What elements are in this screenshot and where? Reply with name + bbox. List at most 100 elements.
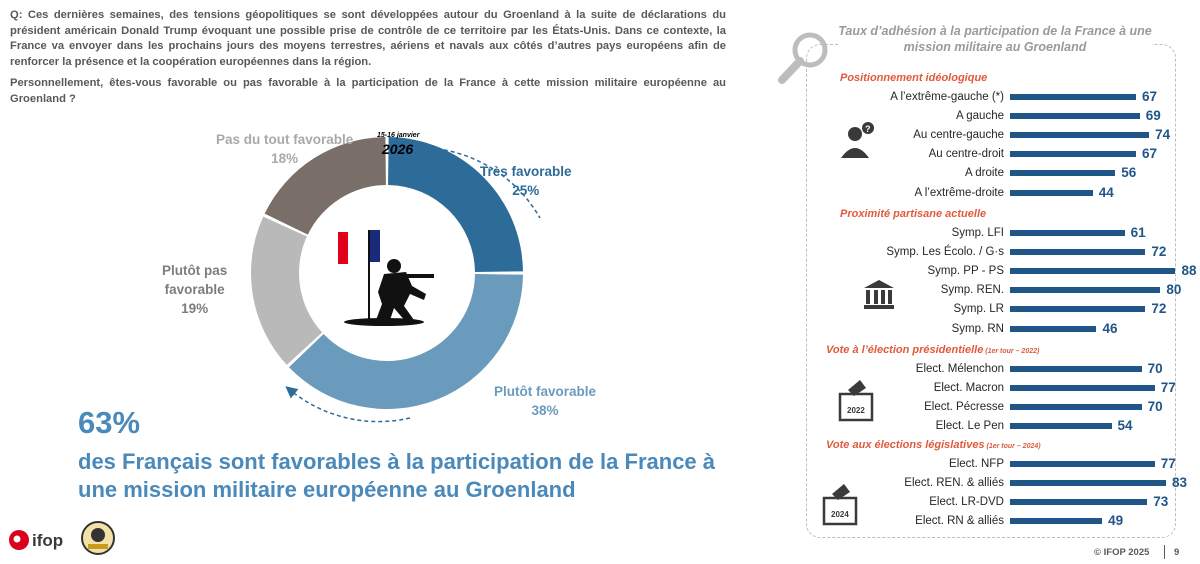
bar-value-label: 67 [1141,89,1157,104]
date-big: 2026 [382,141,414,157]
bar [1010,306,1146,313]
ifop-logo-text: ifop [32,531,63,550]
bar-label: Elect. Mélenchon [915,363,1004,375]
bar-value-label: 61 [1130,225,1146,240]
slice-pas-du-tout-favorable [264,137,386,235]
headline-percent: 63% [78,405,141,440]
bar-label: Elect. Le Pen [935,420,1004,433]
bar [1010,230,1125,236]
slice-plutot-favorable [288,274,523,410]
bar-value-label: 56 [1121,165,1137,181]
bar [1010,113,1140,120]
section-title: Proximité partisane actuelle [840,208,986,220]
bar-label: Elect. LR-DVD [929,496,1004,509]
ifop-logo: ifop [8,526,74,552]
bar-label: Symp. RN [951,322,1004,335]
label-plutot-pas-favorable-line1: Plutôt pas [162,263,228,278]
question-text: Personnellement, êtes-vous favorable ou … [10,77,726,105]
label-tres-favorable: Très favorable 25% [480,162,572,200]
bar-value-label: 74 [1155,127,1171,143]
bar [1010,325,1097,332]
label-pas-du-tout-favorable-name: Pas du tout favorable [216,132,354,147]
footer-copyright: © IFOP 2025 [1094,547,1150,558]
institution-icon [862,278,896,310]
soldier-flag-icon [338,230,434,326]
label-tres-favorable-name: Très favorable [480,164,572,179]
bar-value-label: 72 [1151,301,1167,317]
bar-label: Elect. REN. & alliés [904,477,1004,490]
bar-value-label: 70 [1147,361,1163,376]
bar [1010,461,1155,467]
section-title-text: Proximité partisane actuelle [840,208,987,220]
bar-value-label: 46 [1102,320,1118,336]
label-plutot-favorable-value: 38% [531,403,559,418]
section-title-text: Vote à l’élection présidentielle [826,344,984,356]
bar [1010,94,1136,100]
bar [1010,499,1148,506]
partner-badge-logo [80,520,116,556]
slice-tres-favorable [388,137,523,272]
page-number: 9 [1174,547,1180,558]
bar-value-label: 67 [1141,146,1157,162]
bar [1010,170,1116,177]
bar [1010,404,1142,411]
date-small: 15-16 janvier [377,132,420,139]
label-plutot-pas-favorable-value: 19% [181,301,209,316]
label-plutot-favorable-name: Plutôt favorable [494,384,597,399]
bar [1010,423,1112,430]
bar [1010,480,1167,487]
donut-chart: 15-16 janvier 2026 Très favorable 25% Pl… [100,118,680,428]
bar [1010,189,1093,196]
label-plutot-pas-favorable-line2: favorable [164,282,225,297]
label-pas-du-tout-favorable-value: 18% [271,151,299,166]
bar-value-label: 88 [1181,263,1197,279]
section-title-note: (1er tour – 2022) [983,348,1040,355]
section-title: Vote aux élections législatives (1er tou… [826,439,1041,451]
bar-label: Elect. Pécresse [924,401,1004,414]
section-title-note: (1er tour – 2024) [984,443,1041,450]
bar-label: A l’extrême-gauche (*) [890,91,1004,103]
bar [1010,268,1176,275]
panel-title: Taux d’adhésion à la participation de la… [838,23,1152,55]
bar-label: Elect. Macron [933,382,1004,395]
dashed-arc-top [429,147,541,219]
question-block: Q: Ces dernières semaines, des tensions … [10,8,726,107]
bar-label: Symp. LR [953,303,1005,316]
bar-label: Au centre-gauche [913,129,1004,142]
bar-value-label: 49 [1108,513,1124,529]
bar-label: A droite [965,167,1004,180]
ballot-year-2024: 2024 [831,510,849,519]
svg-text:?: ? [865,124,871,134]
ballot-box-2022-icon: 2022 [838,378,874,422]
label-plutot-favorable: Plutôt favorable 38% [494,382,596,420]
dashed-arc-bottom [285,386,411,423]
bar-label: Elect. NFP [949,458,1004,470]
bar [1010,385,1155,392]
footer-divider [1164,545,1165,559]
bar-value-label: 54 [1117,418,1133,434]
ballot-box-2024-icon: 2024 [822,482,858,526]
ballot-year-2022: 2022 [847,406,865,415]
slice-plutot-pas-favorable [251,216,323,365]
bar-value-label: 72 [1151,244,1167,260]
donut-svg [251,137,541,423]
bar-label: Symp. PP - PS [927,265,1004,278]
bar-value-label: 70 [1147,399,1163,415]
bar-label: Elect. RN & alliés [915,515,1004,528]
bar-label: Symp. LFI [951,227,1004,239]
bar-label: Au centre-droit [928,148,1004,161]
bar-value-label: 77 [1160,456,1176,471]
bar-value-label: 77 [1160,380,1176,396]
bar [1010,287,1161,294]
bar [1010,132,1150,139]
section-title: Vote à l’élection présidentielle (1er to… [826,344,1039,356]
label-plutot-pas-favorable: Plutôt pas favorable 19% [162,261,227,318]
bar [1010,366,1142,372]
bar-value-label: 80 [1166,282,1182,298]
bar [1010,518,1103,525]
bar-value-label: 73 [1153,494,1169,510]
person-question-icon: ? [838,120,878,160]
bar-label: Symp. REN. [940,284,1004,297]
bar-label: Symp. Les Écolo. / G·s [886,246,1004,259]
bar-label: A l’extrême-droite [914,186,1004,199]
